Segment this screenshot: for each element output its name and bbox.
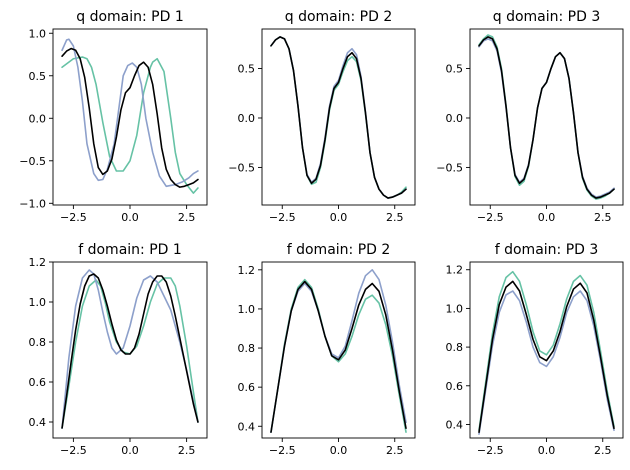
y-tick-label: −1.0	[19, 197, 46, 210]
x-tick-label: −2.5	[60, 211, 87, 224]
y-tick-label: −0.5	[436, 161, 463, 174]
x-tick-label: 2.5	[386, 444, 404, 457]
subplot-5: −2.5 0.0 2.5 0.4 0.6 0.8 1.0 1.2 f domain: PD 2	[238, 242, 416, 457]
y-tick-label: 0.4	[446, 418, 464, 431]
y-tick-label: 0.8	[29, 336, 47, 349]
y-tick-label: 0.5	[29, 70, 47, 83]
y-tick-label: 1.2	[446, 264, 464, 277]
x-tick-label: −2.5	[269, 211, 296, 224]
y-tick-label: 1.0	[238, 303, 256, 316]
series-line-purple	[478, 290, 615, 435]
y-tick-label: 0.0	[446, 112, 464, 125]
subplot-title: q domain: PD 3	[493, 9, 601, 25]
subplot-1: −2.5 0.0 2.5 −1.0 −0.5 0.0 0.5 1.0 q domain: PD …	[19, 9, 208, 224]
y-tick-label: 0.0	[238, 112, 256, 125]
x-tick-label: −2.5	[60, 444, 87, 457]
subplot-title: q domain: PD 1	[76, 9, 184, 25]
subplot-title: q domain: PD 2	[285, 9, 393, 25]
subplot-3: −2.5 0.0 2.5 −0.5 0.0 0.5 q domain: PD 3	[436, 9, 624, 224]
x-tick-label: 2.5	[594, 211, 612, 224]
x-tick-label: 2.5	[178, 444, 196, 457]
y-tick-label: 0.6	[29, 376, 47, 389]
x-tick-label: −2.5	[269, 444, 296, 457]
y-tick-label: 0.8	[446, 341, 464, 354]
series-line-black	[270, 280, 407, 433]
y-tick-label: 1.0	[29, 27, 47, 40]
series-line-purple	[270, 269, 407, 433]
x-tick-label: 0.0	[121, 444, 139, 457]
x-tick-label: 0.0	[538, 211, 556, 224]
y-tick-label: 1.2	[29, 256, 47, 269]
x-tick-label: 0.0	[538, 444, 556, 457]
series-line-green	[61, 56, 199, 194]
y-tick-label: 1.0	[29, 296, 47, 309]
subplot-title: f domain: PD 2	[287, 242, 391, 258]
x-tick-label: 0.0	[330, 444, 348, 457]
x-tick-label: 2.5	[594, 444, 612, 457]
axes-frame	[469, 28, 624, 206]
x-tick-label: 2.5	[178, 211, 196, 224]
x-tick-label: 0.0	[330, 211, 348, 224]
x-tick-label: 2.5	[386, 211, 404, 224]
series-line-black	[61, 47, 199, 188]
x-tick-label: 0.0	[121, 211, 139, 224]
y-tick-label: −0.5	[19, 155, 46, 168]
y-tick-label: 0.6	[238, 381, 256, 394]
subplot-4: −2.5 0.0 2.5 0.4 0.6 0.8 1.0 1.2 f domain: PD 1	[29, 242, 208, 457]
subplot-2: −2.5 0.0 2.5 −0.5 0.0 0.5 q domain: PD 2	[228, 9, 416, 224]
axes-frame	[52, 261, 208, 439]
y-tick-label: 0.8	[238, 342, 256, 355]
x-tick-label: −2.5	[477, 211, 504, 224]
subplot-title: f domain: PD 3	[495, 242, 599, 258]
y-tick-label: 1.2	[238, 264, 256, 277]
series-line-black	[478, 280, 615, 433]
y-tick-label: 0.0	[29, 112, 47, 125]
y-tick-label: 0.5	[446, 63, 464, 76]
series-line-purple	[61, 38, 199, 188]
y-tick-label: 0.6	[446, 380, 464, 393]
y-tick-label: −0.5	[228, 161, 255, 174]
series-line-purple	[61, 269, 199, 429]
y-tick-label: 0.4	[29, 416, 47, 429]
series-line-green	[478, 270, 615, 432]
y-tick-label: 0.5	[238, 63, 256, 76]
series-line-black	[61, 273, 199, 429]
subplot-6: −2.5 0.0 2.5 0.4 0.6 0.8 1.0 1.2 f domain: PD 3	[446, 242, 624, 457]
x-tick-label: −2.5	[477, 444, 504, 457]
y-tick-label: 1.0	[446, 302, 464, 315]
series-line-black	[270, 36, 407, 199]
subplot-title: f domain: PD 1	[78, 242, 182, 258]
axes-frame	[261, 28, 416, 206]
series-line-black	[478, 36, 615, 199]
y-tick-label: 0.4	[238, 420, 256, 433]
